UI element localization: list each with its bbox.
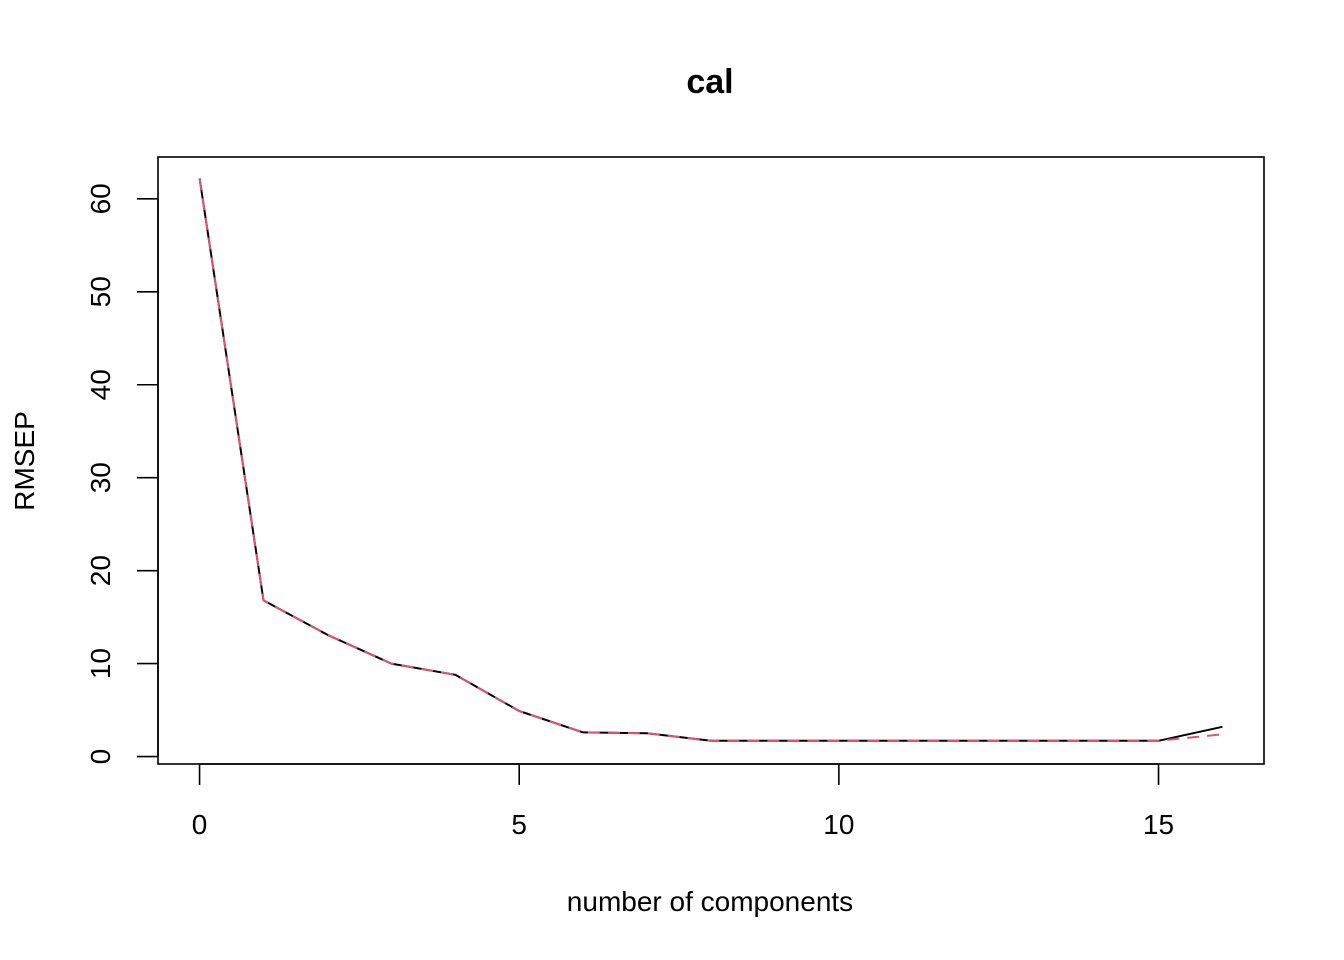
chart-title: cal	[686, 63, 733, 101]
x-tick-label: 5	[511, 809, 527, 840]
y-tick-label: 0	[85, 749, 116, 765]
x-axis-label: number of components	[567, 886, 853, 917]
y-tick-label: 40	[85, 369, 116, 400]
x-tick-label: 15	[1143, 809, 1174, 840]
y-tick-label: 10	[85, 648, 116, 679]
series-line-1	[198, 178, 1223, 742]
y-axis: 0 10 20 30 40 50 60	[85, 183, 159, 765]
y-tick-label: 30	[85, 462, 116, 493]
x-tick-label: 10	[823, 809, 854, 840]
y-axis-label: RMSEP	[9, 411, 40, 511]
y-tick-label: 50	[85, 276, 116, 307]
x-axis: 0 5 10 15	[192, 763, 1174, 840]
x-tick-label: 0	[192, 809, 208, 840]
series-layer	[198, 178, 1223, 742]
series-line-2	[198, 178, 1223, 742]
plot-area-frame	[157, 156, 1265, 765]
y-tick-label: 60	[85, 183, 116, 214]
y-tick-label: 20	[85, 555, 116, 586]
